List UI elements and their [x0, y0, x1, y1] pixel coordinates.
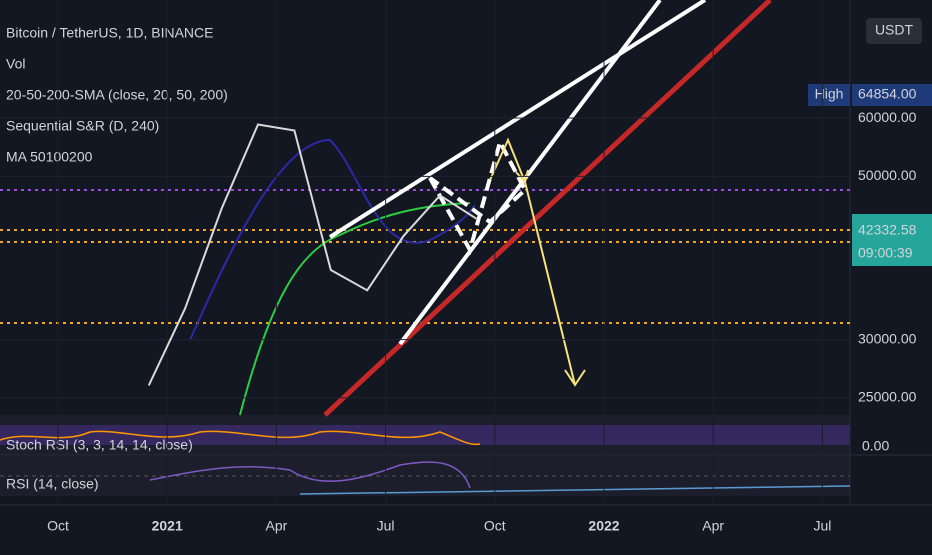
x-tick-label: 2022	[588, 518, 619, 534]
countdown: 09:00:39	[858, 245, 913, 261]
y-tick-label: 50000.00	[858, 167, 917, 183]
sma-200	[239, 202, 471, 416]
stoch-label: Stoch RSI (3, 3, 14, 14, close)	[6, 437, 193, 453]
x-tick-label: 2021	[152, 518, 183, 534]
x-tick-label: Apr	[266, 518, 288, 534]
currency-button[interactable]	[866, 18, 922, 44]
rsi-line	[149, 461, 471, 489]
stoch-value: 0.00	[862, 438, 889, 454]
trend-line	[398, 0, 662, 346]
x-tick-label: Oct	[484, 518, 506, 534]
last-price: 42332.58	[858, 222, 917, 238]
rsi-trend	[299, 485, 851, 495]
trend-line	[323, 0, 772, 417]
y-tick-label: 25000.00	[858, 389, 917, 405]
currency-label[interactable]: USDT	[875, 22, 914, 38]
legend-item: Bitcoin / TetherUS, 1D, BINANCE	[6, 25, 213, 41]
high-tag	[808, 84, 850, 106]
legend-item: Sequential S&R (D, 240)	[6, 118, 159, 134]
high-price-tag	[852, 84, 932, 106]
legend-item: 20-50-200-SMA (close, 20, 50, 200)	[6, 87, 228, 103]
x-tick-label: Oct	[47, 518, 69, 534]
legend-item: Vol	[6, 56, 25, 72]
legend-item: MA 50100200	[6, 149, 93, 165]
projection-arrow	[489, 137, 586, 387]
high-price: 64854.00	[858, 86, 917, 102]
stoch-line	[0, 430, 481, 446]
levels	[0, 189, 850, 324]
price-line	[147, 123, 477, 386]
last-price-tag	[852, 214, 932, 266]
x-tick-label: Jul	[377, 518, 395, 534]
x-tick-label: Jul	[813, 518, 831, 534]
stoch-band	[0, 425, 850, 445]
pattern	[428, 136, 528, 256]
x-tick-label: Apr	[702, 518, 724, 534]
rsi-label: RSI (14, close)	[6, 476, 99, 492]
high-label: High	[815, 86, 844, 102]
sma-50	[189, 138, 476, 341]
y-tick-label: 60000.00	[858, 109, 917, 125]
y-tick-label: 30000.00	[858, 330, 917, 346]
